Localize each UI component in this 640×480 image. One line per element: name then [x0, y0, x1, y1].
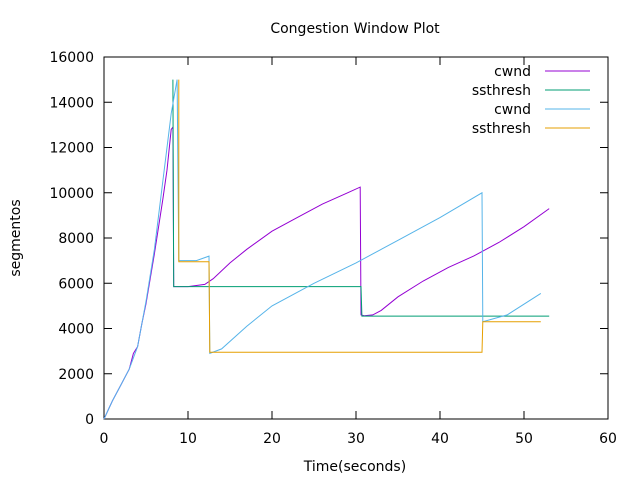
legend-label-2: ssthresh	[472, 83, 531, 99]
y-axis-title: segmentos	[8, 199, 24, 276]
series-line-3	[103, 79, 542, 420]
legend: cwnd ssthresh cwnd ssthresh	[472, 64, 590, 137]
x-axis-title: Time(seconds)	[303, 459, 406, 475]
y-tick-label: 0	[85, 412, 94, 428]
legend-label-3: cwnd	[494, 102, 531, 118]
x-tick-label: 60	[599, 431, 617, 447]
series-line-2	[172, 79, 550, 317]
y-tick-label: 10000	[49, 186, 94, 202]
x-tick-label: 50	[515, 431, 533, 447]
chart-title: Congestion Window Plot	[270, 21, 440, 37]
y-tick-label: 4000	[58, 322, 94, 338]
series-line-4	[178, 79, 541, 353]
legend-label-4: ssthresh	[472, 121, 531, 137]
x-tick-label: 30	[347, 431, 365, 447]
x-tick-label: 40	[431, 431, 449, 447]
legend-label-1: cwnd	[494, 64, 531, 80]
plot-frame	[103, 56, 609, 420]
y-tick-label: 16000	[49, 50, 94, 66]
series-layer	[103, 79, 550, 420]
x-tick-label: 10	[179, 431, 197, 447]
axis-ticks: 0 10 20 30 40 50 60 0 2000 4000 6000 8000 10000 12000…	[49, 50, 616, 447]
y-tick-label: 12000	[49, 141, 94, 157]
y-tick-label: 6000	[58, 276, 94, 292]
y-tick-label: 8000	[58, 231, 94, 247]
y-tick-label: 14000	[49, 95, 94, 111]
x-tick-label: 0	[100, 431, 109, 447]
y-tick-label: 2000	[58, 367, 94, 383]
x-tick-label: 20	[263, 431, 281, 447]
